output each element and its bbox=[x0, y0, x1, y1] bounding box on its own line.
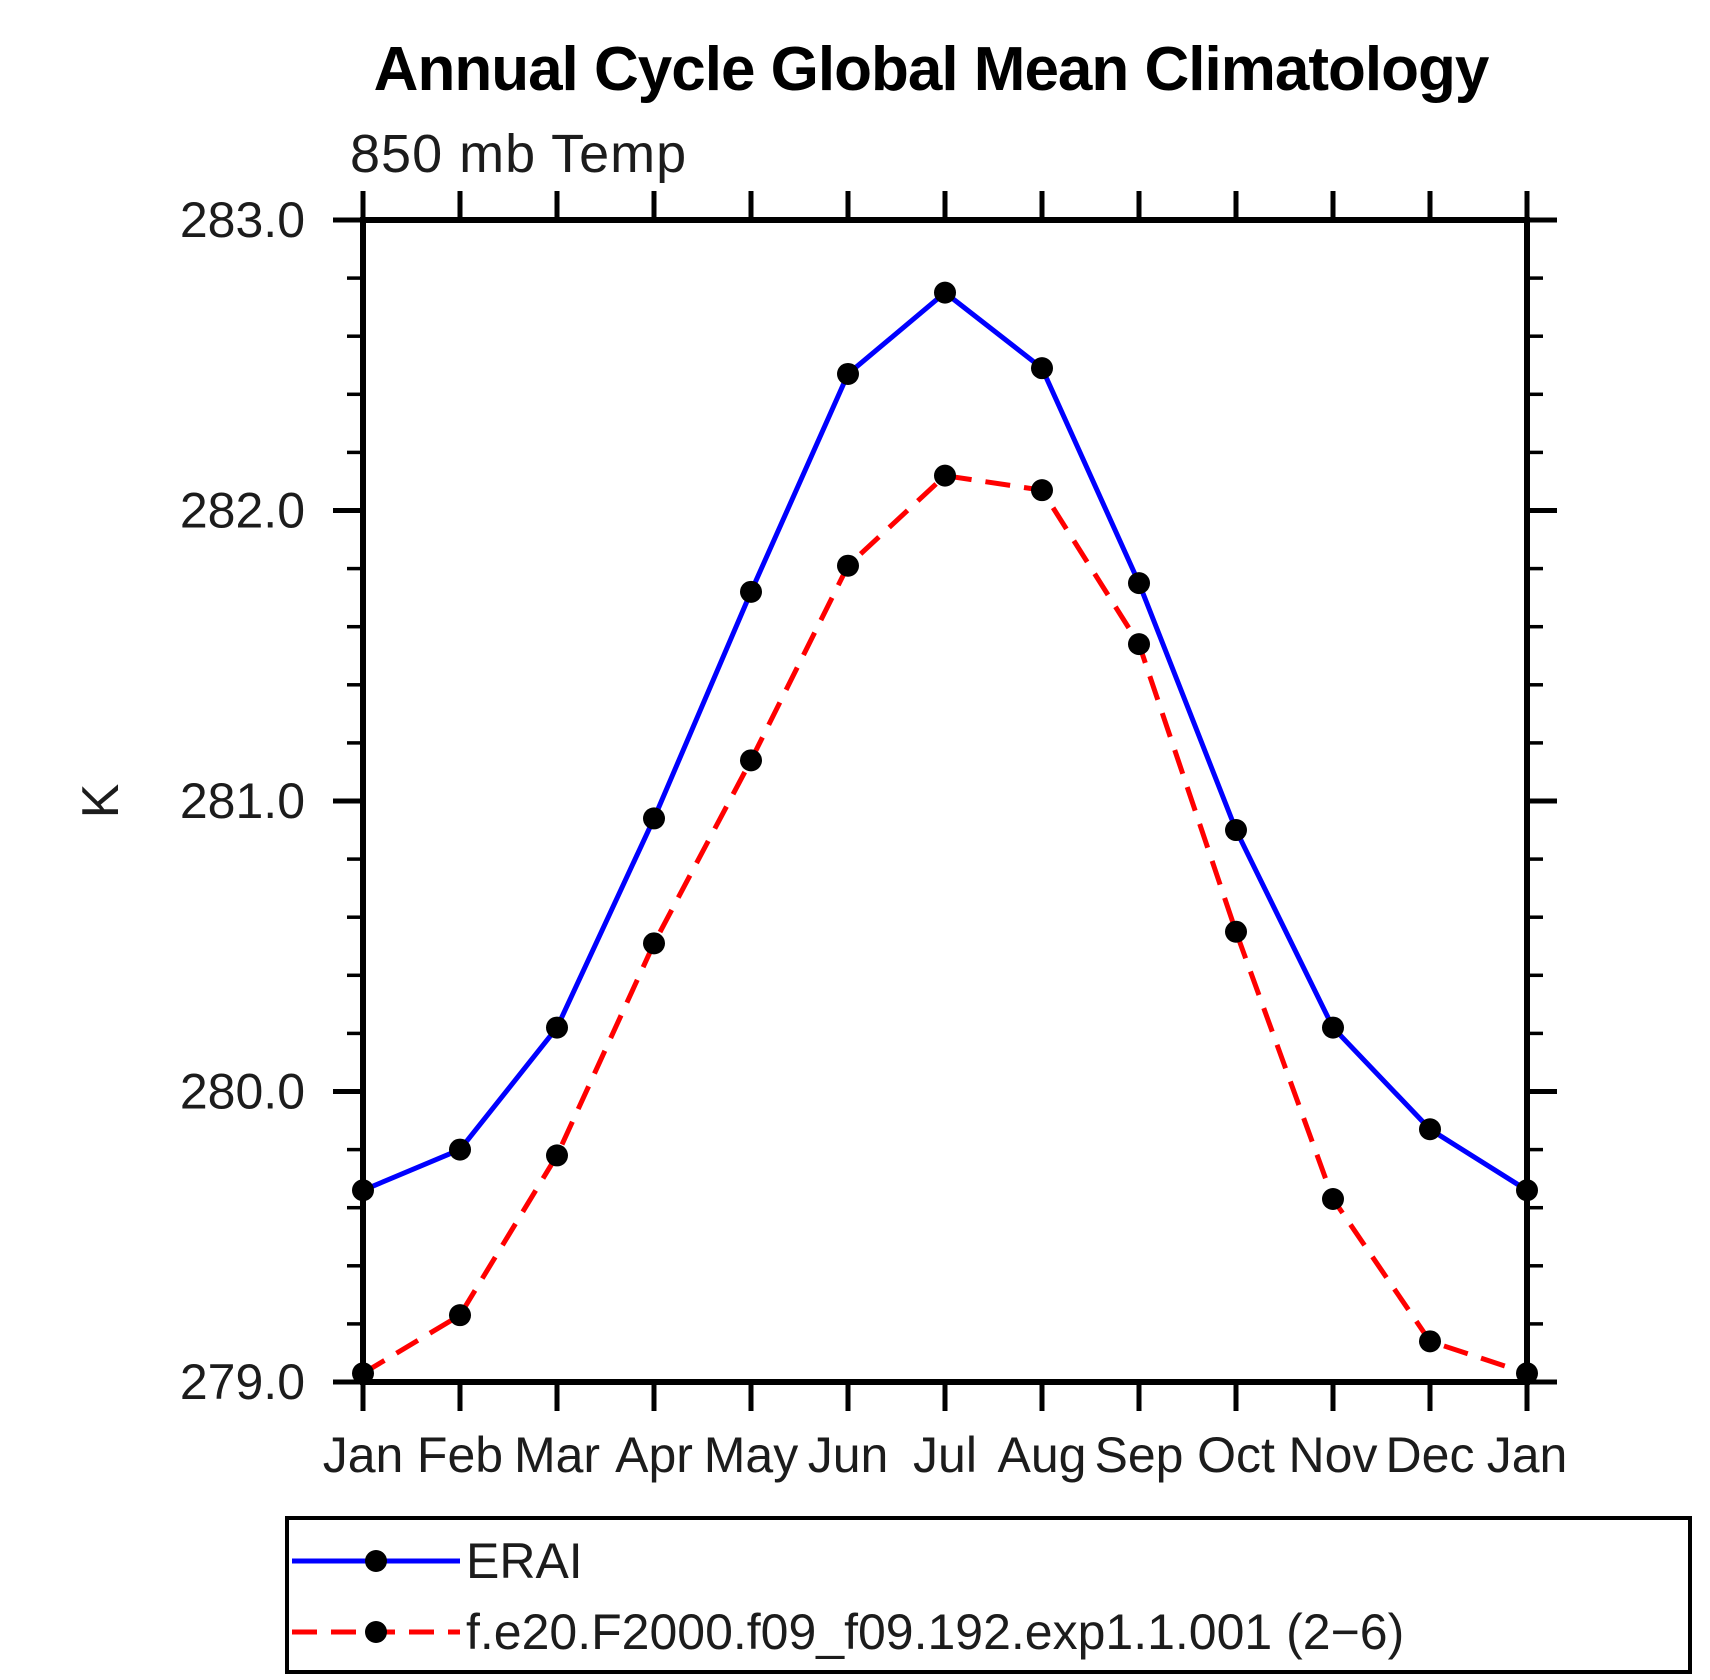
series-line-0 bbox=[362, 289, 1529, 1193]
data-point-marker bbox=[934, 464, 956, 487]
x-tick-label: Feb bbox=[417, 1427, 503, 1483]
data-point-marker bbox=[546, 1016, 568, 1039]
x-tick-label: Jun bbox=[808, 1427, 889, 1483]
chart-subtitle: 850 mb Temp bbox=[350, 124, 687, 184]
y-tick-label: 281.0 bbox=[180, 773, 305, 829]
data-point-marker bbox=[449, 1304, 471, 1327]
legend-label: f.e20.F2000.f09_f09.192.exp1.1.001 (2−6) bbox=[466, 1604, 1404, 1660]
data-point-marker bbox=[352, 1362, 374, 1385]
x-tick-label: Jan bbox=[1487, 1427, 1568, 1483]
y-tick-label: 280.0 bbox=[180, 1064, 305, 1120]
y-tick-label: 279.0 bbox=[180, 1354, 305, 1410]
data-point-marker bbox=[643, 932, 665, 955]
x-tick-label: Nov bbox=[1289, 1427, 1378, 1483]
legend-marker bbox=[365, 1550, 387, 1572]
data-point-marker bbox=[1322, 1016, 1344, 1039]
chart-title: Annual Cycle Global Mean Climatology bbox=[374, 35, 1490, 104]
plot-frame bbox=[360, 217, 1530, 1385]
data-point-marker bbox=[1225, 819, 1247, 842]
x-tick-label: May bbox=[704, 1427, 798, 1483]
y-tick-label: 283.0 bbox=[180, 192, 305, 248]
data-point-marker bbox=[1419, 1330, 1441, 1353]
x-tick-label: Sep bbox=[1095, 1427, 1184, 1483]
x-tick-label: Oct bbox=[1197, 1427, 1275, 1483]
y-tick-label: 282.0 bbox=[180, 483, 305, 539]
data-point-marker bbox=[643, 807, 665, 830]
series-line-1 bbox=[361, 472, 1528, 1376]
x-tick-label: Jan bbox=[323, 1427, 404, 1483]
series-layer bbox=[352, 281, 1538, 1385]
x-tick-label: Aug bbox=[998, 1427, 1087, 1483]
x-tick-label: Apr bbox=[615, 1427, 693, 1483]
legend-layer: ERAI f.e20.F2000.f09_f09.192.exp1.1.001 (… bbox=[285, 1516, 1692, 1674]
data-point-marker bbox=[740, 749, 762, 772]
x-tick-label: Jul bbox=[913, 1427, 977, 1483]
data-point-marker bbox=[352, 1179, 374, 1202]
data-point-marker bbox=[1128, 633, 1150, 656]
data-point-marker bbox=[1031, 479, 1053, 502]
data-point-marker bbox=[1516, 1362, 1538, 1385]
data-point-marker bbox=[740, 580, 762, 603]
x-tick-label: Dec bbox=[1386, 1427, 1475, 1483]
data-point-marker bbox=[934, 281, 956, 304]
legend-label: ERAI bbox=[466, 1533, 583, 1589]
data-point-marker bbox=[837, 554, 859, 577]
data-point-marker bbox=[1419, 1118, 1441, 1141]
y-axis-label: K bbox=[72, 783, 130, 818]
legend-marker bbox=[365, 1621, 387, 1643]
legend-box bbox=[285, 1516, 1692, 1674]
data-point-marker bbox=[546, 1144, 568, 1167]
data-point-marker bbox=[1225, 920, 1247, 943]
data-point-marker bbox=[1031, 357, 1053, 380]
data-point-marker bbox=[1128, 572, 1150, 595]
data-point-marker bbox=[837, 362, 859, 385]
data-point-marker bbox=[1516, 1179, 1538, 1202]
data-point-marker bbox=[449, 1138, 471, 1161]
x-tick-label: Mar bbox=[514, 1427, 600, 1483]
data-point-marker bbox=[1322, 1187, 1344, 1210]
